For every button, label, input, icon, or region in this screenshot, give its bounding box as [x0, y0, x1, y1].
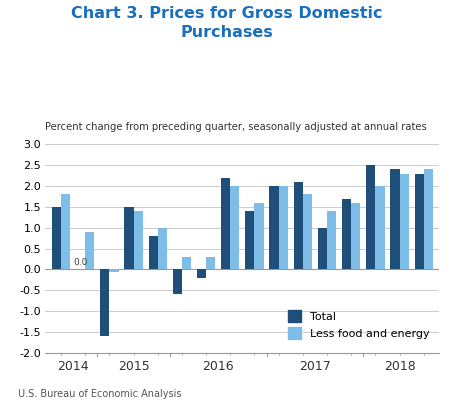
Bar	[366, 165, 376, 269]
Bar	[149, 236, 158, 269]
Text: 2014: 2014	[57, 360, 89, 373]
Legend: Total, Less food and energy: Total, Less food and energy	[283, 306, 434, 343]
Text: 2018: 2018	[384, 360, 415, 373]
Bar	[85, 232, 94, 269]
Bar	[318, 228, 327, 269]
Bar	[52, 207, 61, 269]
Bar	[206, 257, 215, 269]
Text: Chart 3. Prices for Gross Domestic
Purchases: Chart 3. Prices for Gross Domestic Purch…	[71, 6, 382, 40]
Bar	[303, 194, 312, 269]
Text: 2016: 2016	[202, 360, 234, 373]
Bar	[230, 186, 240, 269]
Bar	[125, 207, 134, 269]
Bar	[424, 169, 433, 269]
Text: 0.0: 0.0	[73, 258, 88, 267]
Bar	[376, 186, 385, 269]
Bar	[245, 211, 255, 269]
Bar	[270, 186, 279, 269]
Bar	[294, 182, 303, 269]
Bar	[221, 178, 230, 269]
Bar	[61, 194, 70, 269]
Bar	[100, 269, 109, 336]
Text: Percent change from preceding quarter, seasonally adjusted at annual rates: Percent change from preceding quarter, s…	[45, 122, 427, 132]
Bar	[173, 269, 182, 294]
Bar	[182, 257, 191, 269]
Bar	[255, 203, 264, 269]
Bar	[109, 269, 119, 271]
Bar	[134, 211, 143, 269]
Bar	[351, 203, 360, 269]
Text: 2015: 2015	[118, 360, 149, 373]
Bar	[414, 174, 424, 269]
Bar	[342, 198, 351, 269]
Bar	[279, 186, 288, 269]
Bar	[400, 174, 409, 269]
Bar	[390, 169, 400, 269]
Bar	[158, 228, 167, 269]
Bar	[197, 269, 206, 278]
Text: U.S. Bureau of Economic Analysis: U.S. Bureau of Economic Analysis	[18, 389, 182, 399]
Text: 2017: 2017	[299, 360, 331, 373]
Bar	[327, 211, 336, 269]
